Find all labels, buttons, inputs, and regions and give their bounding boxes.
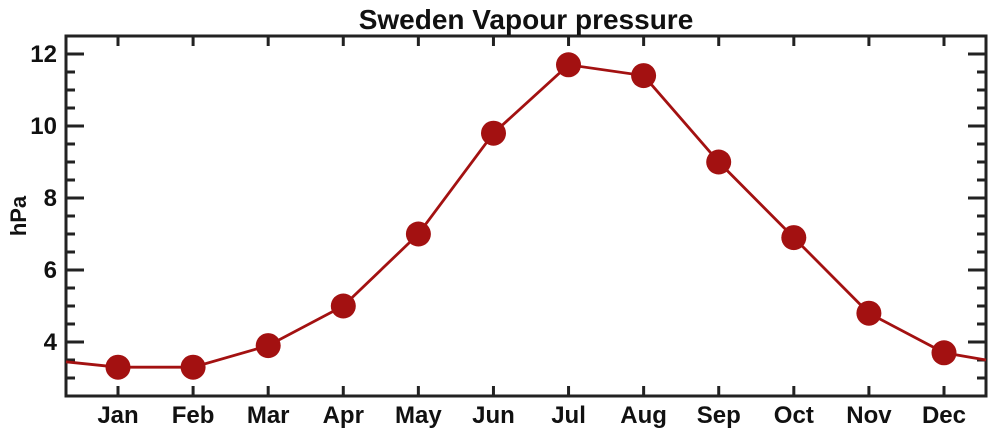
- data-point-sep: [706, 149, 732, 175]
- y-tick-label: 6: [44, 257, 57, 284]
- chart-title: Sweden Vapour pressure: [358, 4, 694, 35]
- x-tick-label: Nov: [846, 402, 892, 429]
- data-line: [65, 63, 987, 369]
- y-tick-label: 8: [44, 185, 57, 212]
- data-point-mar: [255, 333, 281, 359]
- data-point-jul: [556, 52, 581, 78]
- data-point-aug: [631, 63, 657, 89]
- x-tick-label: Sep: [697, 402, 741, 429]
- data-point-nov: [856, 300, 882, 326]
- plot-frame: [64, 34, 988, 398]
- data-point-jun: [481, 120, 506, 146]
- data-point-oct: [781, 225, 807, 251]
- x-tick-label: Oct: [774, 402, 814, 429]
- x-tick-label: May: [395, 402, 442, 429]
- data-point-jan: [105, 354, 131, 380]
- data-point-apr: [330, 293, 356, 319]
- x-tick-label: Apr: [323, 402, 364, 429]
- x-tick-label: Dec: [922, 402, 966, 429]
- y-tick-label: 12: [30, 41, 57, 68]
- x-tick-label: Mar: [247, 402, 290, 429]
- x-tick-label: Jun: [472, 402, 515, 429]
- x-tick-label: Jul: [551, 402, 586, 429]
- x-tick-label: Aug: [620, 402, 667, 429]
- x-tick-label: Feb: [172, 402, 215, 429]
- x-tick-label: Jan: [97, 402, 138, 429]
- data-point-may: [405, 221, 431, 247]
- y-tick-label: 4: [44, 329, 58, 356]
- data-point-dec: [931, 340, 957, 366]
- y-axis-label: hPa: [6, 195, 31, 237]
- y-tick-label: 10: [30, 113, 57, 140]
- data-point-feb: [180, 354, 206, 380]
